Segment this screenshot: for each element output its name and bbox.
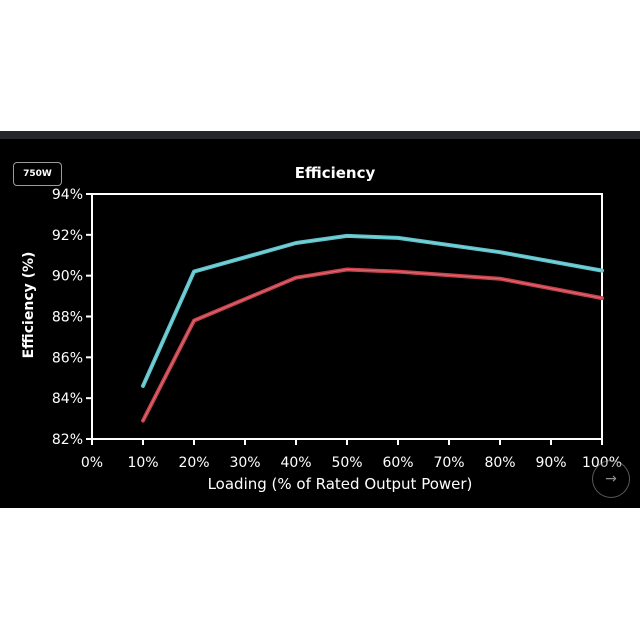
x-ticks: 0% 10% 20% 30% 40% 50% 60% 70% 80% 90% 100% [81, 439, 622, 471]
series-line-highlight-2 [142, 269, 603, 422]
y-tick-label: 82% [52, 432, 83, 448]
chart-title: Efficiency [295, 164, 376, 182]
y-ticks: 82% 84% 86% 88% 90% 92% 94% [52, 187, 92, 448]
series-layer [141, 233, 604, 423]
x-tick-label: 0% [81, 455, 103, 471]
x-tick-label: 70% [433, 455, 464, 471]
series-line-highlight-1 [142, 235, 603, 387]
y-tick-label: 90% [52, 269, 83, 285]
series-line-1 [141, 233, 604, 388]
y-axis-label: Efficiency (%) [21, 252, 37, 359]
x-tick-label: 30% [229, 455, 260, 471]
y-tick-label: 84% [52, 391, 83, 407]
y-tick-label: 92% [52, 228, 83, 244]
next-slide-button[interactable]: → [592, 460, 630, 498]
x-tick-label: 80% [484, 455, 515, 471]
x-tick-label: 20% [178, 455, 209, 471]
wattage-badge[interactable]: 750W [13, 162, 62, 186]
x-tick-label: 60% [382, 455, 413, 471]
x-tick-label: 10% [127, 455, 158, 471]
series-line-2 [141, 267, 604, 423]
arrow-right-icon: → [605, 471, 617, 487]
y-tick-label: 86% [52, 350, 83, 366]
x-tick-label: 40% [280, 455, 311, 471]
x-axis-label: Loading (% of Rated Output Power) [208, 475, 473, 493]
y-tick-label: 88% [52, 310, 83, 326]
x-tick-label: 90% [535, 455, 566, 471]
slide-top-strip [0, 131, 640, 139]
chart-panel [0, 139, 640, 508]
y-tick-label: 94% [52, 187, 83, 203]
x-tick-label: 50% [331, 455, 362, 471]
plot-frame [91, 193, 603, 440]
